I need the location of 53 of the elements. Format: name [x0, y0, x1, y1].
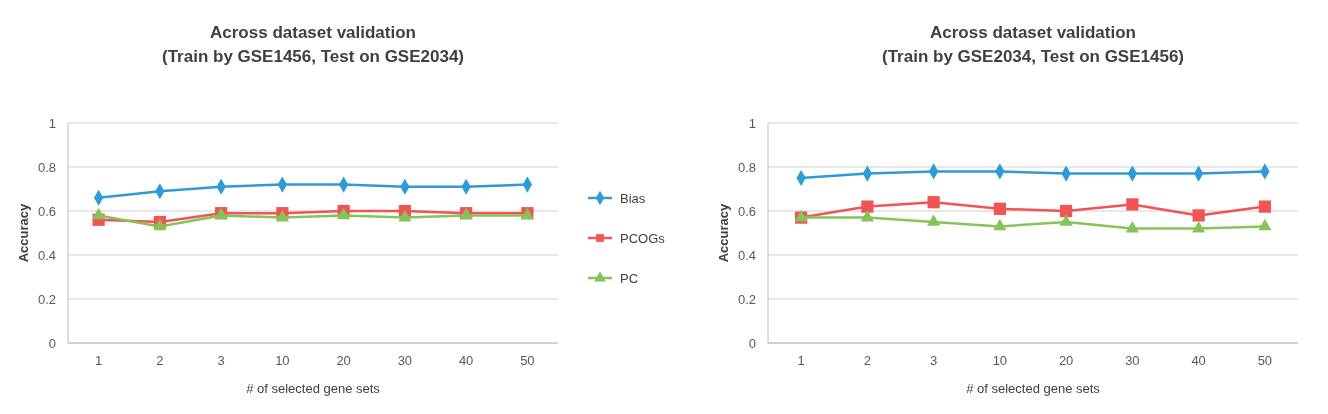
x-tick-label: 2	[863, 353, 871, 368]
y-tick-label: 0	[748, 335, 756, 351]
point	[1258, 200, 1271, 213]
point	[1192, 209, 1205, 222]
y-axis-title: Accuracy	[16, 202, 31, 263]
y-tick-label: 1	[48, 115, 56, 131]
point	[398, 210, 412, 222]
point	[861, 200, 874, 213]
point	[927, 196, 940, 209]
chart-title: Across dataset validation (Train by GSE1456, Test on GSE2034)	[161, 23, 465, 66]
point	[993, 218, 1007, 231]
y-tick-label: 0.2	[737, 291, 756, 307]
y-tick-label: 0.6	[37, 203, 56, 219]
y-tick-label: 0.4	[737, 247, 756, 263]
point	[1060, 204, 1073, 218]
y-tick-label: 0.8	[37, 159, 56, 175]
x-tick-label: 40	[1191, 353, 1206, 368]
y-tick-label: 1	[748, 115, 756, 131]
y-tick-label: 0.2	[37, 291, 56, 307]
x-tick-label: 40	[458, 353, 474, 368]
x-tick-label: 2	[156, 353, 164, 368]
x-tick-label: 1	[95, 353, 103, 368]
point	[993, 202, 1006, 215]
x-axis-title: # of selected gene sets	[966, 381, 1101, 396]
x-axis-title: # of selected gene sets	[246, 381, 381, 396]
x-tick-label: 20	[336, 353, 351, 368]
x-tick-label: 30	[1125, 353, 1140, 368]
point	[1192, 221, 1206, 233]
y-tick-label: 0.4	[37, 247, 56, 263]
x-tick-label: 10	[275, 353, 290, 368]
point	[1126, 198, 1139, 211]
y-tick-label: 0.6	[737, 203, 756, 219]
x-tick-label: 30	[397, 353, 413, 368]
y-tick-label: 0	[48, 335, 56, 351]
x-tick-label: 20	[1058, 353, 1074, 368]
x-tick-label: 50	[520, 353, 535, 368]
x-tick-label: 50	[1257, 353, 1273, 368]
y-tick-label: 0.8	[737, 159, 756, 175]
chart-title: Across dataset validation (Train by GSE2034, Test on GSE1456)	[881, 23, 1185, 66]
point	[1125, 221, 1139, 233]
y-axis-title: Accuracy	[716, 202, 731, 263]
x-tick-label: 3	[217, 353, 225, 368]
point	[1059, 214, 1073, 226]
point	[92, 207, 106, 220]
legend-label: Bias	[620, 190, 646, 206]
x-tick-label: 10	[992, 353, 1008, 368]
legend-label: PCOGs	[620, 230, 666, 246]
x-tick-label: 1	[797, 353, 805, 368]
point	[927, 214, 941, 226]
legend-label: PC	[620, 270, 639, 286]
point	[1258, 218, 1272, 231]
point	[860, 210, 874, 222]
x-tick-label: 3	[930, 353, 938, 368]
